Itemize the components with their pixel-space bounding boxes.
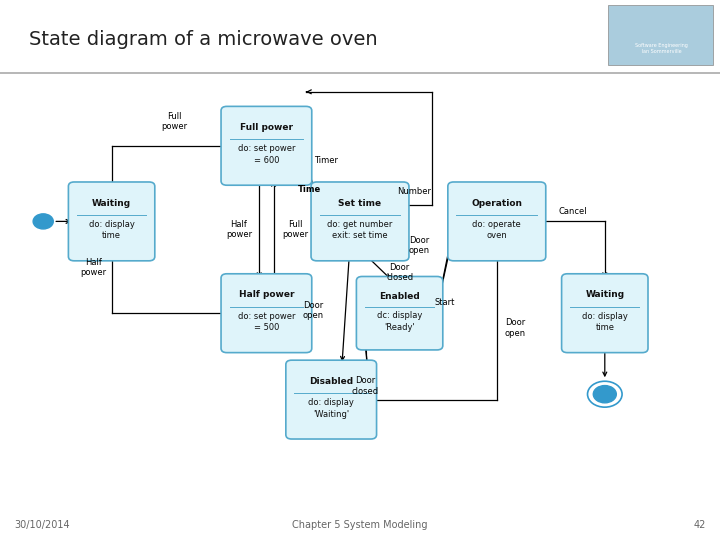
Text: Number: Number: [397, 187, 431, 196]
FancyBboxPatch shape: [562, 274, 648, 353]
Text: do: set power
= 600: do: set power = 600: [238, 144, 295, 165]
Text: do: get number
exit: set time: do: get number exit: set time: [328, 220, 392, 240]
FancyBboxPatch shape: [68, 182, 155, 261]
Text: Time: Time: [298, 185, 321, 193]
Text: 30/10/2014: 30/10/2014: [14, 520, 70, 530]
Text: Half
power: Half power: [81, 258, 107, 277]
Text: Start: Start: [434, 298, 455, 307]
Text: Full
power: Full power: [282, 220, 308, 239]
Circle shape: [33, 214, 53, 229]
Text: Full power: Full power: [240, 123, 293, 132]
FancyBboxPatch shape: [286, 360, 377, 439]
Bar: [608, 5, 713, 65]
Text: Waiting: Waiting: [92, 199, 131, 208]
FancyBboxPatch shape: [311, 182, 409, 261]
Text: State diagram of a microwave oven: State diagram of a microwave oven: [29, 30, 377, 49]
FancyBboxPatch shape: [356, 276, 443, 350]
Text: do: display
'Waiting': do: display 'Waiting': [308, 398, 354, 419]
Text: Enabled: Enabled: [379, 292, 420, 301]
Text: Set time: Set time: [338, 199, 382, 208]
Text: Operation: Operation: [472, 199, 522, 208]
FancyBboxPatch shape: [448, 182, 546, 261]
Text: Door
open: Door open: [302, 301, 324, 320]
Text: do: set power
= 500: do: set power = 500: [238, 312, 295, 332]
Text: Door
closed: Door closed: [386, 263, 413, 282]
Text: 42: 42: [693, 520, 706, 530]
Text: do: display
time: do: display time: [89, 220, 135, 240]
Circle shape: [593, 386, 616, 403]
Text: Full
power: Full power: [161, 112, 188, 131]
FancyBboxPatch shape: [221, 274, 312, 353]
Text: Half
power: Half power: [226, 220, 252, 239]
Text: Door
open: Door open: [408, 236, 430, 255]
Text: Door
open: Door open: [504, 319, 526, 338]
Text: Half power: Half power: [238, 291, 294, 300]
Text: do: display
time: do: display time: [582, 312, 628, 332]
Text: dc: display
'Ready': dc: display 'Ready': [377, 311, 423, 332]
Text: Cancel: Cancel: [558, 207, 587, 216]
FancyBboxPatch shape: [221, 106, 312, 185]
Text: Door
closed: Door closed: [352, 376, 379, 396]
Text: Timer: Timer: [314, 157, 338, 165]
Text: Waiting: Waiting: [585, 291, 624, 300]
Circle shape: [588, 381, 622, 407]
Text: Software Engineering
 Ian Sommerville: Software Engineering Ian Sommerville: [634, 43, 688, 54]
Text: Disabled: Disabled: [309, 377, 354, 386]
Text: Chapter 5 System Modeling: Chapter 5 System Modeling: [292, 520, 428, 530]
Text: do: operate
oven: do: operate oven: [472, 220, 521, 240]
